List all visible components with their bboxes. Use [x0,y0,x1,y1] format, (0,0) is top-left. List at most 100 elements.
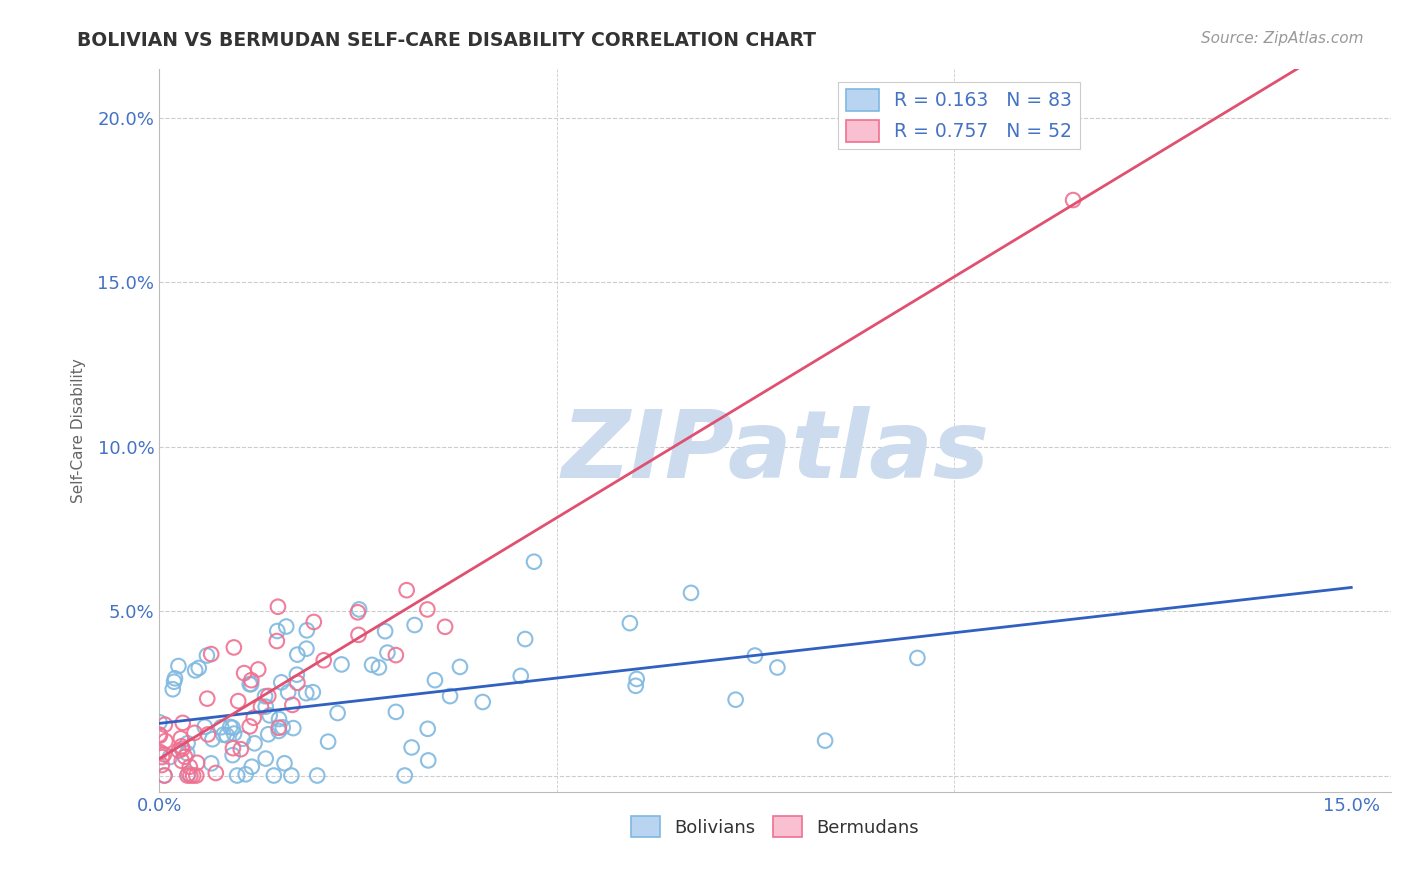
Point [204,766,226,780]
Point [219,720,242,734]
Point [267,599,290,614]
Point [267,721,290,735]
Point [257,689,280,703]
Point [200,756,222,771]
Point [295,686,318,700]
Point [183,726,205,740]
Point [905,651,928,665]
Point [312,653,335,667]
Point [744,648,766,663]
Point [277,685,299,699]
Point [515,632,537,646]
Point [239,677,262,691]
Point [209,720,232,734]
Point [148,715,170,730]
Point [263,768,285,782]
Text: ZIPatlas: ZIPatlas [561,406,990,498]
Point [155,734,177,748]
Y-axis label: Self-Care Disability: Self-Care Disability [72,358,86,502]
Point [346,605,368,619]
Point [176,736,198,750]
Point [316,734,339,748]
Point [523,555,546,569]
Point [266,634,288,648]
Point [280,768,302,782]
Point [201,732,224,747]
Point [177,766,200,780]
Point [179,760,201,774]
Point [149,729,172,743]
Point [418,753,440,767]
Point [385,648,408,662]
Point [153,768,176,782]
Point [271,720,294,734]
Point [287,648,309,662]
Point [347,628,370,642]
Point [221,748,243,763]
Point [239,719,262,733]
Point [153,747,176,762]
Point [254,690,277,704]
Point [394,768,416,782]
Point [266,624,288,638]
Point [215,728,238,742]
Point [679,586,702,600]
Point [416,722,439,736]
Point [1062,193,1084,207]
Point [404,618,426,632]
Text: BOLIVIAN VS BERMUDAN SELF-CARE DISABILITY CORRELATION CHART: BOLIVIAN VS BERMUDAN SELF-CARE DISABILIT… [77,31,817,50]
Point [221,721,243,735]
Point [367,660,389,674]
Point [200,647,222,661]
Point [186,756,208,770]
Point [766,660,789,674]
Point [619,616,641,631]
Point [416,602,439,616]
Point [162,682,184,697]
Point [385,705,408,719]
Point [276,619,298,633]
Point [330,657,353,672]
Point [159,750,181,764]
Point [347,602,370,616]
Point [167,659,190,673]
Point [226,694,249,708]
Point [226,768,249,782]
Point [295,624,318,638]
Point [509,669,531,683]
Point [235,767,257,781]
Point [186,768,208,782]
Legend: Bolivians, Bermudans: Bolivians, Bermudans [624,809,927,845]
Point [194,720,217,734]
Point [174,749,197,764]
Point [302,615,325,629]
Point [184,664,207,678]
Point [285,667,308,681]
Point [187,661,209,675]
Point [167,743,190,757]
Point [270,675,292,690]
Point [281,698,304,712]
Point [326,706,349,720]
Point [212,728,235,742]
Point [471,695,494,709]
Point [724,692,747,706]
Point [423,673,446,688]
Point [195,648,218,663]
Point [148,727,170,741]
Point [150,750,173,764]
Point [222,741,245,756]
Point [170,731,193,746]
Point [243,736,266,750]
Point [257,727,280,741]
Point [172,742,194,756]
Point [254,699,277,714]
Point [240,673,263,688]
Point [374,624,396,639]
Point [267,723,290,738]
Point [240,760,263,774]
Point [163,671,186,685]
Point [222,726,245,740]
Point [176,746,198,760]
Point [287,675,309,690]
